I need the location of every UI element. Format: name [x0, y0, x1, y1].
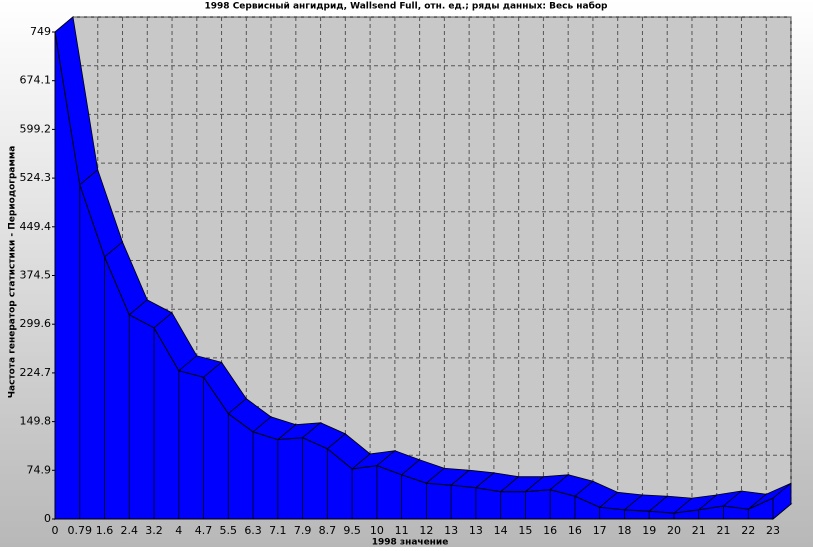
y-tick-label: 0: [44, 512, 51, 525]
x-tick-label: 19: [642, 524, 656, 537]
x-tick-label: 10: [370, 524, 384, 537]
x-tick-label: 8.7: [319, 524, 337, 537]
x-axis-label: 1998 значение: [372, 538, 449, 548]
x-tick-label: 13: [469, 524, 483, 537]
x-tick-label: 16: [568, 524, 582, 537]
y-tick-label: 224.7: [20, 366, 52, 379]
x-tick-label: 11: [395, 524, 409, 537]
x-tick-label: 1.6: [96, 524, 114, 537]
area-line: [54, 31, 774, 514]
x-tick-label: 9.5: [343, 524, 361, 537]
x-tick-label: 7.1: [269, 524, 287, 537]
y-tick-label: 599.2: [20, 122, 52, 135]
x-tick-label: 15: [518, 524, 532, 537]
area-front: [55, 32, 773, 519]
y-axis-label: Частота генератор статистики - Периодогр…: [8, 146, 18, 399]
x-tick-label: 2.4: [121, 524, 139, 537]
x-tick-label: 20: [667, 524, 681, 537]
x-tick-label: 21: [692, 524, 706, 537]
x-tick-label: 17: [593, 524, 607, 537]
x-tick-label: 21: [716, 524, 730, 537]
x-tick-label: 0: [52, 524, 59, 537]
x-tick-label: 3.2: [145, 524, 163, 537]
y-tick-label: 299.6: [20, 317, 52, 330]
x-tick-label: 12: [419, 524, 433, 537]
x-tick-label: 5.5: [220, 524, 238, 537]
x-tick-label: 18: [617, 524, 631, 537]
y-tick-label: 749: [30, 25, 51, 38]
x-tick-label: 4: [175, 524, 182, 537]
x-tick-label: 4.7: [195, 524, 213, 537]
x-tick-label: 7.9: [294, 524, 312, 537]
x-tick-label: 14: [494, 524, 508, 537]
chart-title: 1998 Сервисный ангидрид, Wallsend Full, …: [205, 1, 609, 12]
y-tick-label: 74.9: [27, 463, 52, 476]
x-tick-label: 6.3: [244, 524, 262, 537]
x-tick-label: 13: [444, 524, 458, 537]
y-tick-label: 374.5: [20, 269, 52, 282]
x-tick-label: 22: [741, 524, 755, 537]
y-tick-label: 449.4: [20, 220, 52, 233]
x-tick-label: 16: [543, 524, 557, 537]
x-tick-label: 23: [766, 524, 780, 537]
y-tick-label: 149.8: [20, 415, 52, 428]
y-tick-label: 674.1: [20, 74, 52, 87]
y-tick-label: 524.3: [20, 171, 52, 184]
x-tick-label: 0.79: [68, 524, 93, 537]
